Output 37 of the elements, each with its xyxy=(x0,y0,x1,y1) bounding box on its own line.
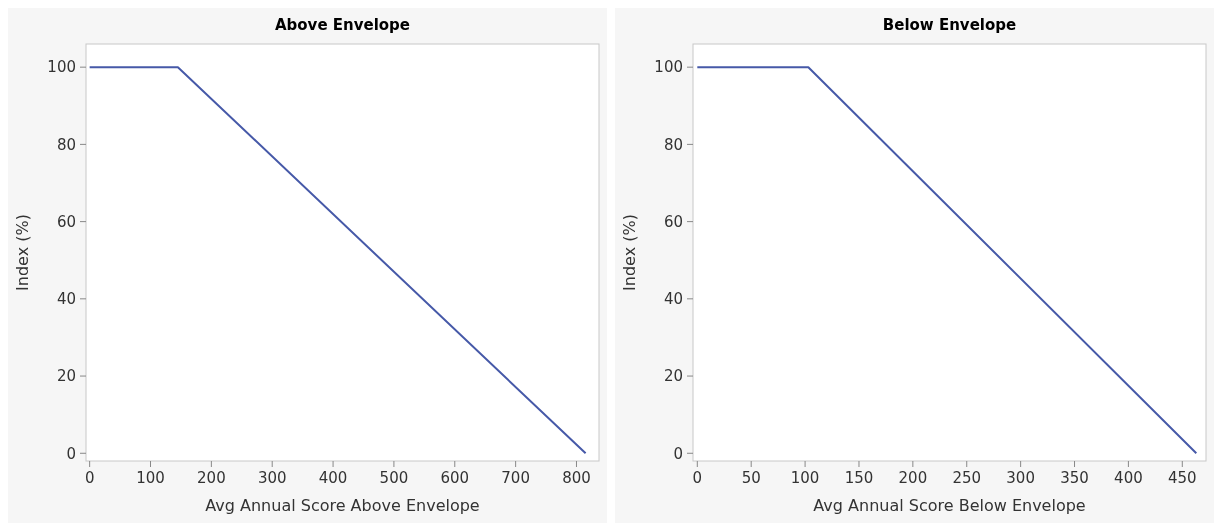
x-tick-label: 800 xyxy=(562,469,591,487)
chart-title: Above Envelope xyxy=(274,16,411,34)
x-tick-label: 400 xyxy=(318,469,348,487)
y-tick-label: 60 xyxy=(663,212,683,231)
y-tick-label: 20 xyxy=(663,367,683,386)
x-tick-label: 300 xyxy=(1006,469,1035,487)
x-tick-label: 600 xyxy=(440,469,470,487)
x-tick-label: 350 xyxy=(1060,469,1089,487)
x-tick-label: 100 xyxy=(790,469,820,487)
y-tick-label: 80 xyxy=(56,135,76,154)
x-tick-label: 700 xyxy=(501,469,530,487)
y-tick-label: 60 xyxy=(56,212,76,231)
x-tick-label: 50 xyxy=(741,469,761,487)
x-tick-label: 150 xyxy=(844,469,874,487)
y-tick-label: 40 xyxy=(56,290,76,309)
y-tick-label: 20 xyxy=(56,367,76,386)
x-tick-label: 200 xyxy=(197,469,226,487)
y-tick-label: 100 xyxy=(47,58,76,77)
x-tick-label: 250 xyxy=(952,469,982,487)
x-tick-label: 100 xyxy=(136,469,165,487)
x-tick-label: 400 xyxy=(1114,469,1143,487)
y-tick-label: 40 xyxy=(663,290,683,309)
x-tick-label: 300 xyxy=(257,469,287,487)
x-tick-label: 500 xyxy=(379,469,409,487)
y-tick-label: 0 xyxy=(66,444,76,463)
chart-title: Below Envelope xyxy=(882,16,1017,34)
y-tick-label: 100 xyxy=(654,58,683,77)
x-tick-label: 200 xyxy=(898,469,928,487)
x-tick-label: 450 xyxy=(1167,469,1197,487)
x-axis-title: Avg Annual Score Above Envelope xyxy=(205,496,480,515)
x-tick-label: 0 xyxy=(692,469,703,487)
y-axis-title: Index (%) xyxy=(620,214,639,291)
y-tick-label: 80 xyxy=(663,135,683,154)
x-tick-label: 0 xyxy=(84,469,95,487)
x-axis-title: Avg Annual Score Below Envelope xyxy=(813,496,1086,515)
y-axis-title: Index (%) xyxy=(13,214,32,291)
y-tick-label: 0 xyxy=(673,444,683,463)
